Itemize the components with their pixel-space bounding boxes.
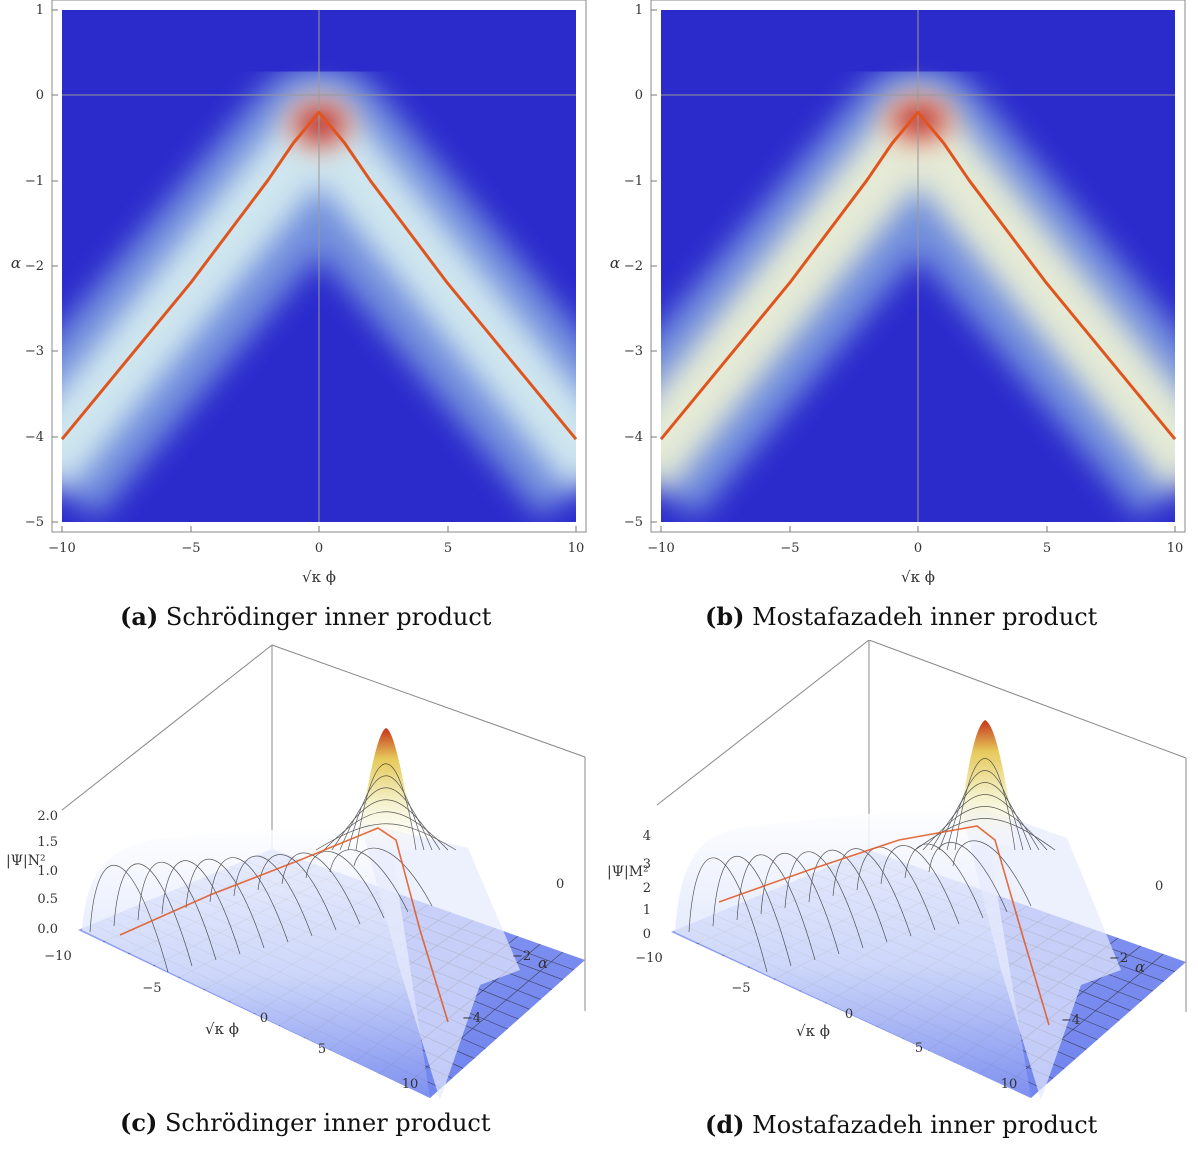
y-tick: −4: [462, 1011, 481, 1026]
surface-c-xlabel: √κ ϕ: [205, 1020, 239, 1038]
x-tick: −5: [142, 981, 161, 996]
heatmap-a-xlabel: √κ ϕ: [302, 568, 336, 586]
z-tick: 2.0: [37, 809, 58, 824]
caption-d-text: Mostafazadeh inner product: [752, 1111, 1097, 1139]
y-tick: −5: [624, 515, 643, 530]
heatmap-b-svg: 1 0 −1 −2 −3 −4 −5 −10 −5 0 5 10 √κ ϕ α: [599, 0, 1198, 595]
surface-c-zlabel: |Ψ|N²: [6, 853, 46, 869]
x-tick: 10: [1167, 541, 1184, 556]
z-tick: 4: [643, 829, 651, 844]
z-tick: 0.0: [37, 922, 58, 937]
y-tick: −5: [25, 515, 44, 530]
x-tick: −10: [48, 541, 75, 556]
surface-c-peak: [352, 728, 418, 850]
heatmap-a-yticks: 1 0 −1 −2 −3 −4 −5: [25, 3, 44, 530]
y-tick: −2: [624, 259, 643, 274]
x-tick: 10: [568, 541, 585, 556]
y-tick: 0: [556, 877, 564, 892]
y-tick: −3: [624, 344, 643, 359]
surface-d-zticks: 4 3 2 1 0: [643, 829, 651, 942]
surface-c-zticks: 2.0 1.5 1.0 0.5 0.0: [37, 809, 58, 937]
caption-a-tag: (a): [120, 602, 158, 631]
x-tick: −10: [44, 949, 71, 964]
caption-b: (b) Mostafazadeh inner product: [705, 602, 1097, 631]
y-tick: 1: [36, 3, 44, 18]
y-tick: 0: [1155, 879, 1163, 894]
x-tick: −5: [181, 541, 200, 556]
chart-b: 1 0 −1 −2 −3 −4 −5 −10 −5 0 5 10 √κ ϕ α: [599, 0, 1198, 599]
caption-d: (d) Mostafazadeh inner product: [705, 1110, 1097, 1139]
caption-d-tag: (d): [705, 1110, 745, 1139]
chart-d: 4 3 2 1 0 |Ψ|M² −10 −5 0 5 10 √κ ϕ 0 −2 …: [599, 640, 1198, 1104]
z-tick: 1.5: [37, 835, 58, 850]
heatmap-b-yticks: 1 0 −1 −2 −3 −4 −5: [624, 3, 643, 530]
heatmap-a-ylabel: α: [11, 254, 21, 272]
y-tick: −1: [624, 174, 643, 189]
y-tick: −4: [1061, 1013, 1080, 1028]
heatmap-b-peak: [873, 86, 965, 154]
x-tick: 10: [402, 1077, 419, 1092]
x-tick: 5: [915, 1041, 923, 1056]
heatmap-b-ylabel: α: [610, 254, 620, 272]
chart-a: 1 0 −1 −2 −3 −4 −5 −10 −5 0 5 10 √κ ϕ α: [0, 0, 599, 599]
chart-c: 2.0 1.5 1.0 0.5 0.0 |Ψ|N² −10 −5 0 5 10 …: [0, 640, 599, 1104]
surface-d-svg: 4 3 2 1 0 |Ψ|M² −10 −5 0 5 10 √κ ϕ 0 −2 …: [599, 640, 1198, 1100]
caption-a-text: Schrödinger inner product: [166, 603, 492, 631]
surface-c-ylabel: α: [538, 954, 548, 972]
y-tick: −1: [25, 174, 44, 189]
x-tick: −5: [731, 981, 750, 996]
y-tick: −4: [624, 430, 643, 445]
y-tick: −3: [25, 344, 44, 359]
surface-d-xlabel: √κ ϕ: [796, 1022, 830, 1040]
y-tick: 0: [635, 88, 643, 103]
caption-c: (c) Schrödinger inner product: [120, 1108, 490, 1137]
surface-d-zlabel: |Ψ|M²: [607, 864, 649, 880]
x-tick: 5: [1043, 541, 1051, 556]
caption-b-text: Mostafazadeh inner product: [752, 603, 1097, 631]
x-tick: 0: [845, 1007, 853, 1022]
z-tick: 0: [643, 927, 651, 942]
z-tick: 2: [643, 881, 651, 896]
y-tick: −4: [25, 430, 44, 445]
heatmap-b-xticks: −10 −5 0 5 10: [647, 541, 1183, 556]
heatmap-a-xticks: −10 −5 0 5 10: [48, 541, 584, 556]
y-tick: 1: [635, 3, 643, 18]
heatmap-a-svg: 1 0 −1 −2 −3 −4 −5 −10 −5 0 5 10 √κ ϕ α: [0, 0, 599, 595]
x-tick: 5: [318, 1042, 326, 1057]
x-tick: 0: [914, 541, 922, 556]
surface-c-svg: 2.0 1.5 1.0 0.5 0.0 |Ψ|N² −10 −5 0 5 10 …: [0, 640, 599, 1100]
y-tick: 0: [36, 88, 44, 103]
caption-a: (a) Schrödinger inner product: [120, 602, 491, 631]
caption-c-text: Schrödinger inner product: [165, 1109, 491, 1137]
z-tick: 0.5: [37, 892, 58, 907]
x-tick: −10: [635, 951, 662, 966]
x-tick: −5: [780, 541, 799, 556]
heatmap-b-xlabel: √κ ϕ: [901, 568, 935, 586]
y-tick: −2: [25, 259, 44, 274]
x-tick: 0: [260, 1011, 268, 1026]
y-tick: −2: [512, 949, 531, 964]
z-tick: 1: [643, 903, 651, 918]
x-tick: 0: [315, 541, 323, 556]
x-tick: 5: [444, 541, 452, 556]
y-tick: −2: [1109, 951, 1128, 966]
x-tick: −10: [647, 541, 674, 556]
x-tick: 10: [1001, 1077, 1018, 1092]
surface-d-ylabel: α: [1135, 958, 1145, 976]
caption-c-tag: (c): [120, 1108, 157, 1137]
caption-b-tag: (b): [705, 602, 745, 631]
